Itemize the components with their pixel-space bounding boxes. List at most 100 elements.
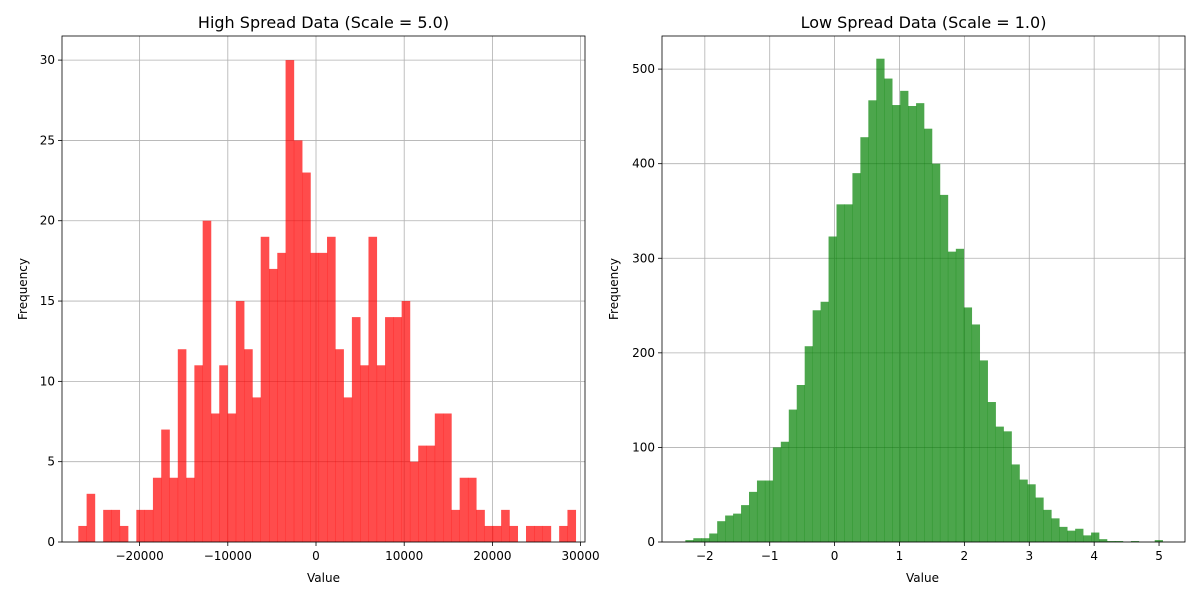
y-tick-label: 20 — [40, 214, 55, 228]
y-tick-label: 500 — [632, 62, 655, 76]
histogram-bar — [1154, 540, 1163, 542]
histogram-bar — [868, 100, 877, 542]
axes-frame — [661, 35, 1186, 543]
histogram-bar — [1003, 431, 1012, 542]
y-axis-label: Frequency — [16, 258, 30, 320]
histogram-bar — [971, 324, 981, 542]
histogram-bar — [443, 413, 452, 542]
x-tick-label: 2 — [961, 549, 969, 563]
histogram-bar — [525, 525, 535, 542]
y-tick-label: 10 — [40, 374, 55, 388]
histogram-bar — [1106, 541, 1116, 542]
histogram-bar — [136, 509, 145, 542]
histogram-bar — [252, 397, 262, 542]
histogram-bar — [1130, 541, 1140, 542]
x-tick-label: 5 — [1155, 549, 1163, 563]
histogram-bar — [693, 538, 702, 542]
histogram-bar — [202, 220, 212, 542]
histogram-bar — [186, 477, 195, 542]
x-tick-label: 10000 — [385, 549, 423, 563]
histogram-bar — [509, 525, 519, 542]
x-tick-label: 30000 — [561, 549, 599, 563]
x-tick-label: −1 — [761, 549, 779, 563]
histogram-bar — [1035, 497, 1044, 542]
histogram-bar — [876, 58, 885, 542]
histogram-bar — [892, 105, 901, 542]
histogram-bar — [78, 525, 87, 542]
histogram-bar — [235, 301, 245, 542]
y-tick-label: 15 — [40, 294, 55, 308]
y-tick-label: 5 — [47, 455, 55, 469]
bars — [78, 60, 577, 543]
histogram-bar — [979, 360, 988, 542]
histogram-bar — [302, 172, 311, 543]
histogram-bar — [86, 493, 96, 542]
histogram-bar — [701, 538, 710, 542]
chart-title: Low Spread Data (Scale = 1.0) — [801, 13, 1047, 32]
x-tick-label: 0 — [831, 549, 839, 563]
histogram-bar — [1114, 541, 1124, 542]
histogram-bar — [844, 204, 853, 543]
histogram-bar — [860, 137, 869, 542]
histogram-bar — [567, 509, 577, 542]
histogram-bar — [542, 525, 552, 542]
histogram-bar — [501, 509, 510, 542]
histogram-bar — [327, 236, 336, 543]
histogram-bar — [409, 461, 419, 542]
high-spread-histogram: −20000 −10000 0 10000 20000 30000 0 5 10 15 20 25 3… — [16, 13, 600, 585]
chart-title: High Spread Data (Scale = 5.0) — [198, 13, 449, 32]
histogram-bar — [717, 521, 726, 542]
histogram-bar — [310, 252, 320, 542]
histogram-bar — [939, 194, 949, 542]
histogram-bar — [144, 509, 154, 542]
histogram-bar — [368, 236, 378, 543]
histogram-bar — [103, 509, 112, 542]
histogram-bar — [227, 413, 237, 542]
histogram-bar — [1067, 530, 1076, 542]
histogram-bar — [277, 252, 286, 542]
x-axis-ticks: −2 −1 0 1 2 3 4 5 — [696, 542, 1163, 563]
histogram-bar — [351, 317, 361, 542]
histogram-bar — [285, 60, 295, 542]
x-axis-ticks: −20000 −10000 0 10000 20000 30000 — [115, 542, 600, 563]
histogram-bar — [796, 384, 805, 542]
histogram-bar — [987, 402, 996, 542]
histogram-bar — [852, 173, 861, 542]
low-spread-histogram: −2 −1 0 1 2 3 4 5 0 100 200 300 400 500 Low Spread D… — [607, 13, 1186, 585]
histogram-bar — [709, 533, 718, 542]
histogram-bar — [459, 477, 469, 542]
histogram-bar — [451, 509, 460, 542]
histogram-bar — [1059, 526, 1068, 542]
histogram-bar — [401, 301, 411, 542]
y-tick-label: 25 — [40, 133, 55, 147]
histogram-bar — [924, 128, 933, 542]
histogram-bar — [1027, 484, 1036, 542]
histogram-bar — [559, 525, 568, 542]
histogram-bar — [995, 426, 1004, 542]
axes-spines — [661, 35, 1186, 543]
y-tick-label: 100 — [632, 440, 655, 454]
y-axis-ticks: 0 5 10 15 20 25 30 — [40, 53, 62, 549]
histogram-bar — [169, 477, 179, 542]
histogram-bar — [343, 397, 353, 542]
histogram-bar — [963, 307, 973, 542]
histogram-bar — [685, 540, 694, 542]
histogram-bar — [1043, 509, 1052, 542]
y-axis-label: Frequency — [607, 258, 621, 320]
histogram-bar — [931, 163, 941, 542]
y-tick-label: 300 — [632, 251, 655, 265]
histogram-bar — [1019, 479, 1028, 542]
x-tick-label: 3 — [1025, 549, 1033, 563]
histogram-bar — [1051, 518, 1060, 542]
histogram-bar — [360, 365, 369, 542]
histogram-bar — [210, 413, 220, 542]
histogram-bar — [152, 477, 162, 542]
histogram-bar — [219, 365, 228, 542]
x-tick-label: 0 — [312, 549, 320, 563]
axes-spines — [61, 35, 586, 543]
histogram-bar — [908, 105, 917, 543]
histogram-bar — [764, 480, 774, 542]
histogram-bar — [780, 441, 790, 542]
histogram-bar — [293, 140, 303, 542]
